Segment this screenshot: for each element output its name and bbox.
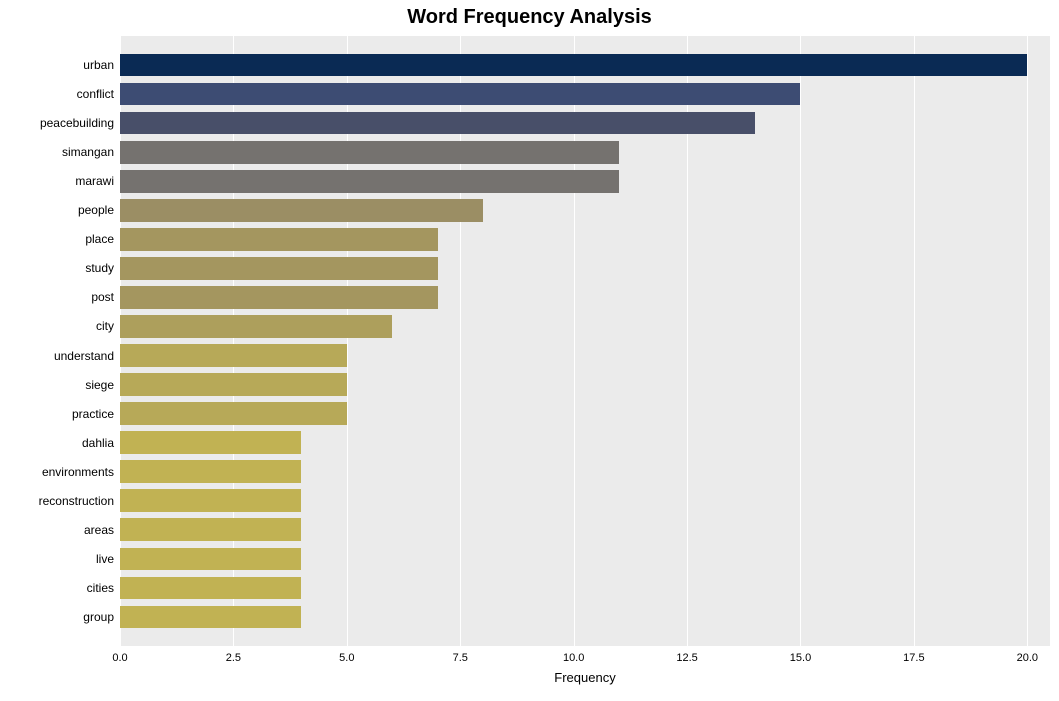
y-tick-label: areas: [84, 523, 120, 537]
bar: [120, 112, 755, 135]
y-tick-label: simangan: [62, 145, 120, 159]
x-tick-label: 0.0: [112, 646, 127, 664]
bar: [120, 518, 301, 541]
bar: [120, 606, 301, 629]
y-tick-label: study: [85, 261, 120, 275]
chart-title: Word Frequency Analysis: [0, 6, 1059, 29]
plot-area: Frequency 0.02.55.07.510.012.515.017.520…: [120, 36, 1050, 646]
y-tick-label: marawi: [75, 174, 120, 188]
grid-line: [1027, 36, 1028, 646]
bar: [120, 548, 301, 571]
y-tick-label: dahlia: [82, 436, 120, 450]
word-frequency-chart: Word Frequency Analysis Frequency 0.02.5…: [0, 0, 1059, 701]
y-tick-label: cities: [87, 581, 120, 595]
x-tick-label: 17.5: [903, 646, 924, 664]
x-tick-label: 10.0: [563, 646, 584, 664]
x-tick-label: 7.5: [453, 646, 468, 664]
y-tick-label: group: [83, 610, 120, 624]
y-tick-label: city: [96, 319, 120, 333]
y-tick-label: live: [96, 552, 120, 566]
bar: [120, 460, 301, 483]
bar: [120, 228, 438, 251]
y-tick-label: environments: [42, 465, 120, 479]
y-tick-label: practice: [72, 407, 120, 421]
x-tick-label: 15.0: [790, 646, 811, 664]
y-tick-label: siege: [85, 378, 120, 392]
x-tick-label: 5.0: [339, 646, 354, 664]
bar: [120, 431, 301, 454]
bar: [120, 141, 619, 164]
bar: [120, 83, 800, 106]
bar: [120, 199, 483, 222]
y-tick-label: urban: [83, 58, 120, 72]
bar: [120, 489, 301, 512]
x-tick-label: 12.5: [676, 646, 697, 664]
y-tick-label: conflict: [77, 87, 120, 101]
bar: [120, 286, 438, 309]
bar: [120, 170, 619, 193]
y-tick-label: understand: [54, 349, 120, 363]
bar: [120, 373, 347, 396]
y-tick-label: place: [85, 232, 120, 246]
y-tick-label: reconstruction: [39, 494, 120, 508]
y-tick-label: peacebuilding: [40, 116, 120, 130]
bar: [120, 257, 438, 280]
x-tick-label: 2.5: [226, 646, 241, 664]
x-tick-label: 20.0: [1017, 646, 1038, 664]
bar: [120, 344, 347, 367]
y-tick-label: post: [91, 290, 120, 304]
bar: [120, 315, 392, 338]
grid-line: [800, 36, 801, 646]
bar: [120, 577, 301, 600]
bar: [120, 402, 347, 425]
y-tick-label: people: [78, 203, 120, 217]
bar: [120, 54, 1027, 77]
grid-line: [914, 36, 915, 646]
